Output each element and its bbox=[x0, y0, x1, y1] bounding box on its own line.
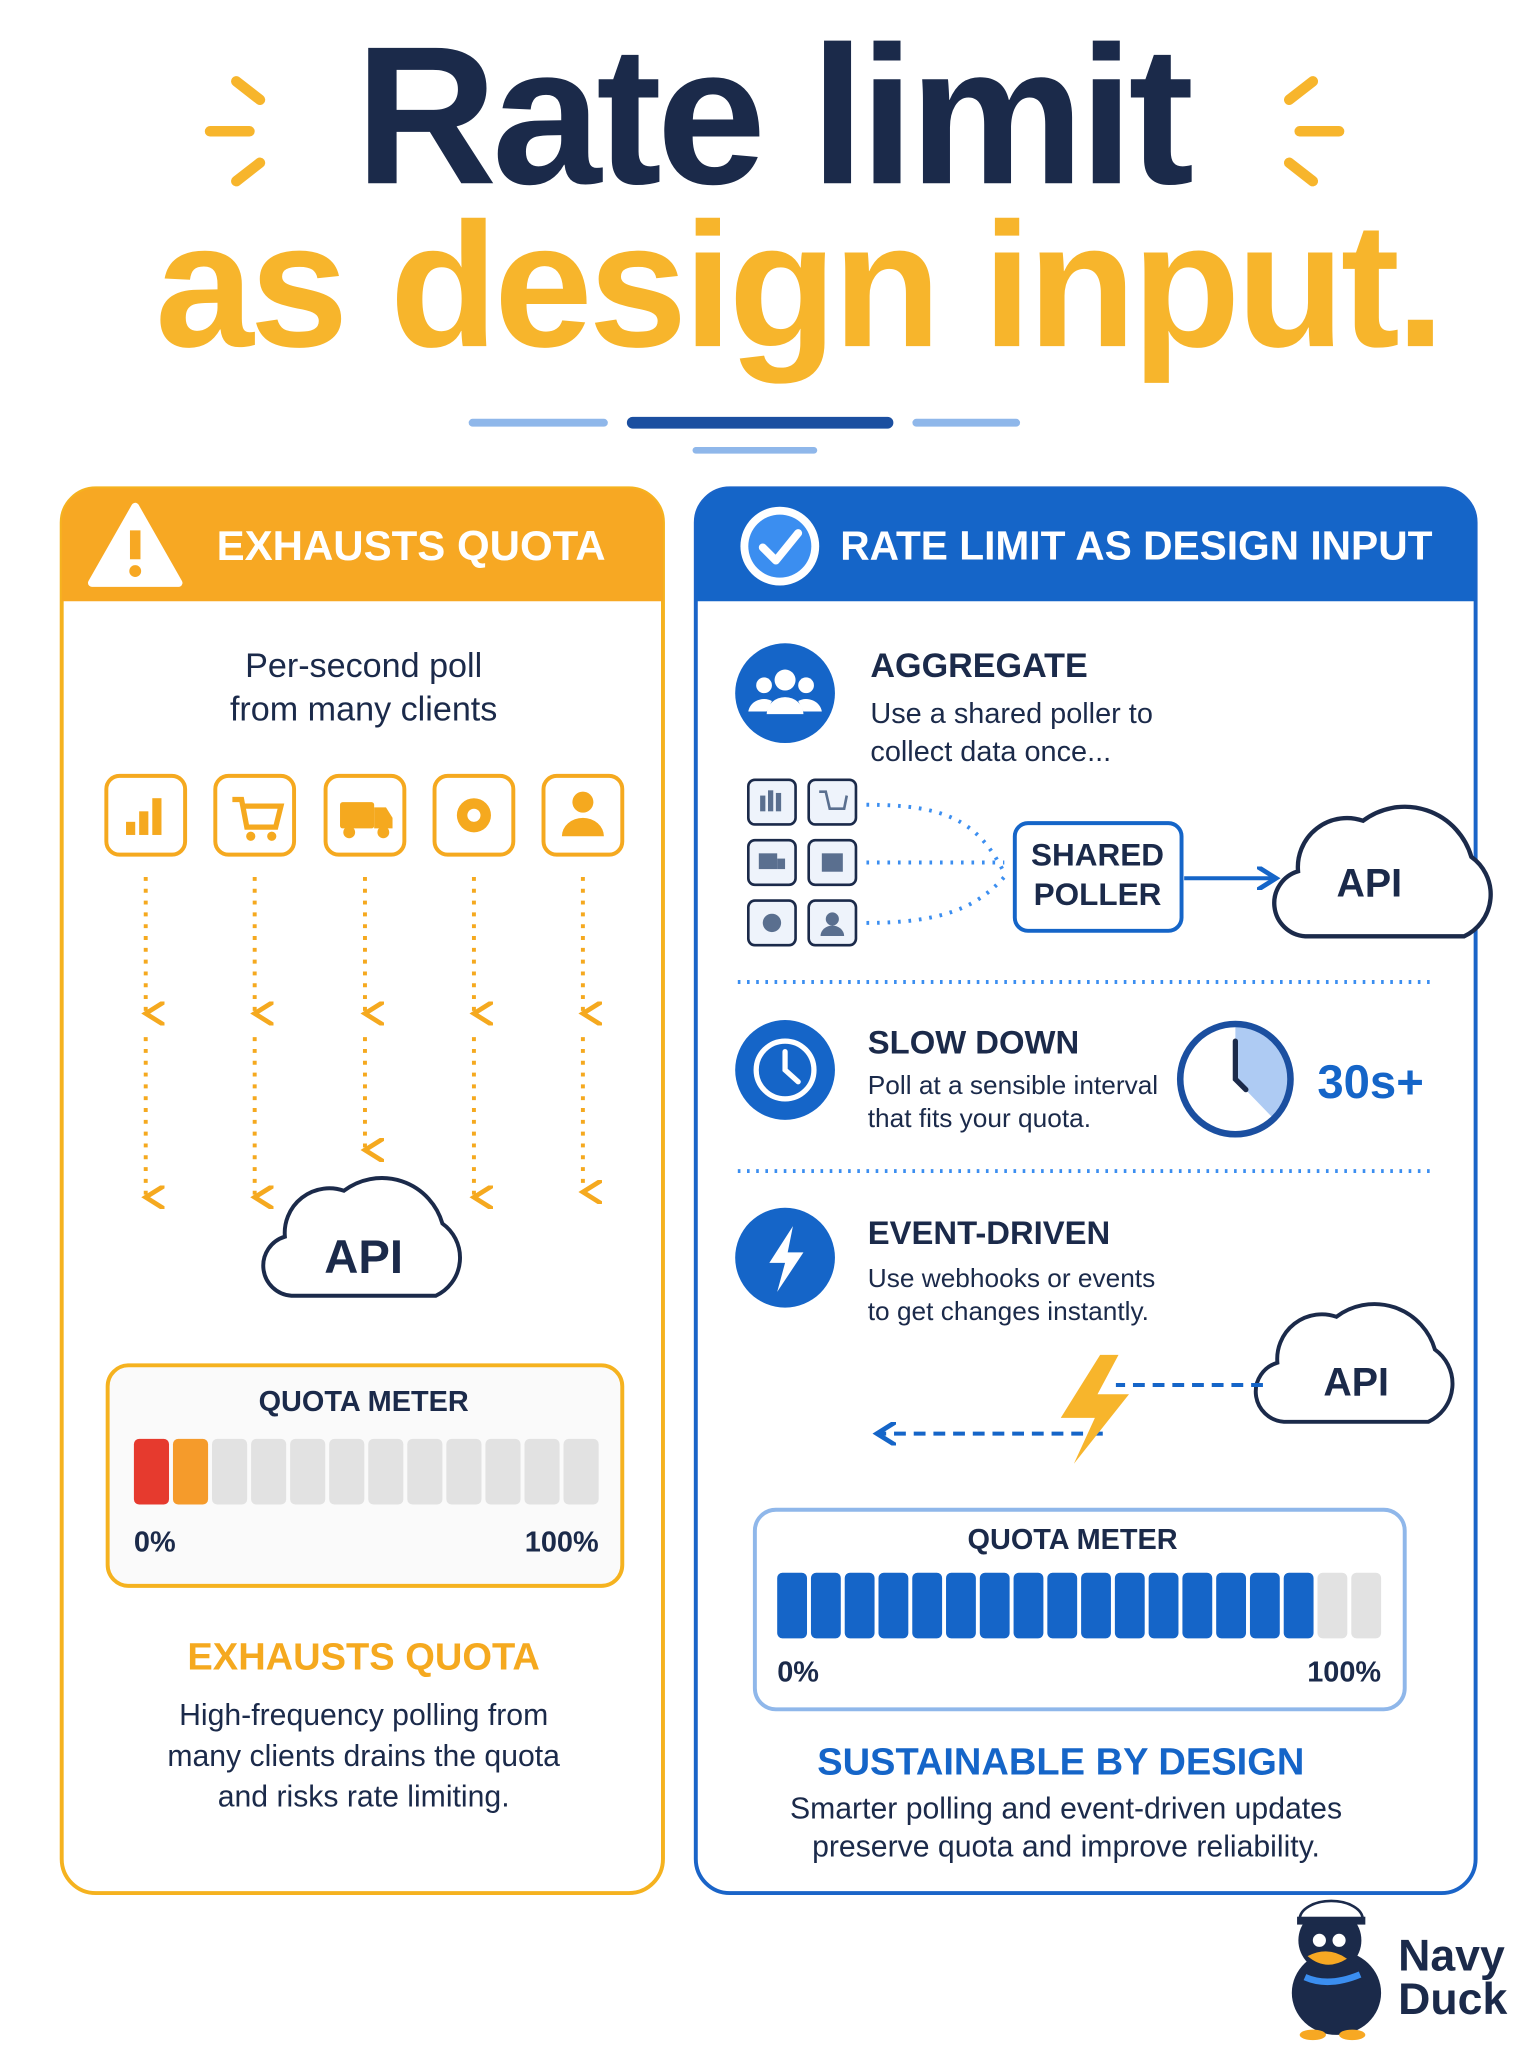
sparkles bbox=[204, 76, 1345, 187]
meter-segment-filled bbox=[946, 1572, 976, 1639]
meter-segment-filled bbox=[1249, 1572, 1280, 1639]
summary-title: EXHAUSTS QUOTA bbox=[187, 1636, 539, 1678]
meter-segment-filled bbox=[1081, 1572, 1111, 1639]
meter-segment-empty bbox=[446, 1438, 482, 1505]
intro-line: Per-second poll bbox=[245, 647, 482, 685]
meter-segment-filled bbox=[1216, 1572, 1247, 1639]
meter-segment-filled bbox=[1047, 1572, 1078, 1639]
step-text: that fits your quota. bbox=[868, 1103, 1091, 1133]
client-icons bbox=[104, 773, 625, 857]
api-label: API bbox=[324, 1231, 403, 1284]
duck-logo bbox=[1291, 1899, 1382, 2041]
meter-segment-empty bbox=[1317, 1572, 1348, 1639]
poller-label: SHARED bbox=[1031, 837, 1164, 873]
meter-segment-empty bbox=[368, 1438, 404, 1505]
aggregate-icon bbox=[735, 643, 835, 744]
meter-segment-empty bbox=[212, 1438, 248, 1505]
step-text: collect data once... bbox=[870, 736, 1111, 768]
quota-meter bbox=[777, 1572, 1382, 1639]
meter-title: QUOTA METER bbox=[968, 1524, 1178, 1556]
divider bbox=[468, 416, 1021, 454]
title: Rate limit bbox=[355, 5, 1192, 225]
step-title: SLOW DOWN bbox=[868, 1024, 1079, 1061]
slow-icon bbox=[735, 1020, 835, 1120]
summary-line: preserve quota and improve reliability. bbox=[812, 1830, 1320, 1863]
meter-segment-filled bbox=[979, 1572, 1010, 1639]
meter-segment-filled bbox=[133, 1438, 170, 1505]
step-text: Poll at a sensible interval bbox=[868, 1070, 1158, 1100]
meter-title: QUOTA METER bbox=[259, 1386, 469, 1418]
api-label: API bbox=[1323, 1360, 1389, 1404]
aggregate-links bbox=[866, 802, 1007, 925]
meter-box bbox=[105, 1363, 625, 1588]
summary-line: Smarter polling and event-driven updates bbox=[790, 1792, 1342, 1825]
subtitle: as design input. bbox=[155, 186, 1441, 384]
meter-segment-empty bbox=[290, 1438, 326, 1505]
meter-max: 100% bbox=[525, 1527, 599, 1559]
brand-name: Duck bbox=[1398, 1975, 1507, 2024]
meter-segment-empty bbox=[485, 1438, 521, 1505]
meter-min: 0% bbox=[134, 1527, 176, 1559]
interval: 30s+ bbox=[1317, 1056, 1423, 1109]
step-title: EVENT-DRIVEN bbox=[868, 1214, 1111, 1251]
intro-line: from many clients bbox=[230, 691, 497, 729]
meter-segment-empty bbox=[329, 1438, 365, 1505]
step-text: to get changes instantly. bbox=[868, 1296, 1149, 1326]
step-text: Use a shared poller to bbox=[870, 698, 1153, 730]
meter-box bbox=[752, 1507, 1407, 1712]
event-flow bbox=[877, 1354, 1263, 1464]
clock bbox=[1176, 1020, 1294, 1138]
summary-line: many clients drains the quota bbox=[167, 1740, 560, 1773]
poll-arrows bbox=[146, 876, 583, 1197]
meter-segment-empty bbox=[251, 1438, 287, 1505]
step-text: Use webhooks or events bbox=[868, 1263, 1155, 1293]
brand-name: Navy bbox=[1398, 1932, 1505, 1981]
meter-min: 0% bbox=[777, 1656, 819, 1688]
meter-segment-filled bbox=[1114, 1572, 1145, 1639]
meter-segment-empty bbox=[1351, 1572, 1382, 1639]
event-icon bbox=[735, 1207, 835, 1308]
summary-line: and risks rate limiting. bbox=[218, 1781, 510, 1814]
client-grid bbox=[746, 778, 858, 947]
panel-heading: RATE LIMIT AS DESIGN INPUT bbox=[840, 523, 1432, 569]
meter-segment-empty bbox=[563, 1438, 599, 1505]
meter-segment-empty bbox=[407, 1438, 443, 1505]
meter-segment-filled bbox=[878, 1572, 909, 1639]
summary-line: High-frequency polling from bbox=[179, 1699, 548, 1732]
panel-heading: EXHAUSTS QUOTA bbox=[217, 522, 606, 569]
meter-segment-filled bbox=[1182, 1572, 1213, 1639]
meter-segment-empty bbox=[524, 1438, 560, 1505]
meter-segment-filled bbox=[912, 1572, 943, 1639]
summary-title: SUSTAINABLE BY DESIGN bbox=[817, 1741, 1304, 1783]
meter-segment-filled bbox=[777, 1572, 808, 1639]
meter-segment-filled bbox=[172, 1438, 209, 1505]
meter-segment-filled bbox=[844, 1572, 875, 1639]
quota-meter bbox=[133, 1438, 599, 1505]
meter-segment-filled bbox=[810, 1572, 841, 1639]
api-label: API bbox=[1336, 862, 1402, 906]
meter-segment-filled bbox=[1148, 1572, 1179, 1639]
meter-segment-filled bbox=[1013, 1572, 1044, 1639]
poller-label: POLLER bbox=[1034, 876, 1162, 912]
meter-max: 100% bbox=[1307, 1656, 1381, 1688]
step-title: AGGREGATE bbox=[870, 647, 1087, 685]
poller-box bbox=[1012, 821, 1184, 933]
meter-segment-filled bbox=[1283, 1572, 1314, 1639]
